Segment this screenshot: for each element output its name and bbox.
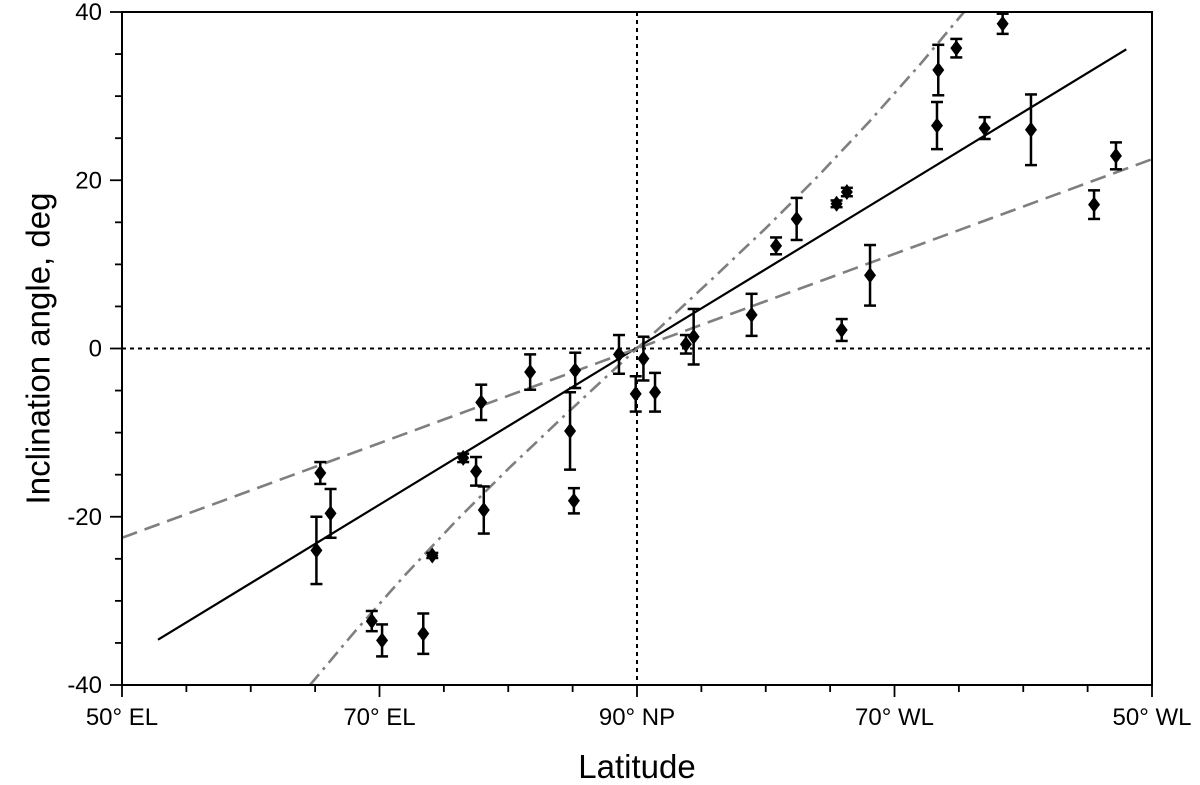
diamond-marker xyxy=(569,362,582,379)
data-point xyxy=(310,515,323,586)
x-tick-label: 70° EL xyxy=(343,704,415,731)
data-point xyxy=(790,196,803,242)
data-point xyxy=(470,455,483,487)
diamond-marker xyxy=(864,267,877,284)
diamond-marker xyxy=(324,505,337,522)
x-tick-label: 70° WL xyxy=(855,704,934,731)
data-point xyxy=(978,115,991,141)
data-point xyxy=(477,485,490,535)
data-point xyxy=(376,623,389,658)
data-point xyxy=(569,351,582,390)
y-axis-title: Inclination angle, deg xyxy=(20,193,57,505)
data-point xyxy=(629,375,642,413)
data-point xyxy=(864,243,877,307)
diamond-marker xyxy=(835,321,848,338)
diamond-marker xyxy=(1109,147,1122,164)
diamond-marker xyxy=(1024,121,1037,138)
axis-ticks xyxy=(110,11,1153,697)
x-tick-label: 90° NP xyxy=(599,704,675,731)
data-point xyxy=(524,353,537,391)
data-point xyxy=(1088,189,1101,221)
data-point xyxy=(840,184,853,201)
diamond-marker xyxy=(950,40,963,57)
diamond-marker xyxy=(830,195,843,212)
data-point xyxy=(950,37,963,59)
dash-dot-fit-line xyxy=(309,12,965,685)
diamond-marker xyxy=(567,492,580,509)
data-point xyxy=(932,43,945,97)
data-point xyxy=(457,449,470,466)
data-point xyxy=(996,12,1009,36)
y-tick-label: 0 xyxy=(89,336,102,363)
data-point xyxy=(612,333,625,375)
diamond-marker xyxy=(564,422,577,439)
data-point xyxy=(426,547,439,564)
diamond-marker xyxy=(687,328,700,345)
data-point xyxy=(835,317,848,343)
diamond-marker xyxy=(470,463,483,480)
diamond-marker xyxy=(978,120,991,137)
diamond-marker xyxy=(629,385,642,402)
diamond-marker xyxy=(679,336,692,353)
data-point xyxy=(687,307,700,366)
data-point xyxy=(930,100,943,151)
data-points xyxy=(310,12,1122,658)
diamond-marker xyxy=(477,502,490,519)
x-tick-label: 50° WL xyxy=(1113,704,1192,731)
diamond-marker xyxy=(457,449,470,466)
data-point xyxy=(324,487,337,540)
data-point xyxy=(564,390,577,471)
diamond-marker xyxy=(649,384,662,401)
diamond-marker xyxy=(637,350,650,367)
diamond-marker xyxy=(475,394,488,411)
y-tick-label: -20 xyxy=(67,504,102,531)
x-tick-label: 50° EL xyxy=(86,704,158,731)
dashed-fit-line xyxy=(122,157,1152,540)
diamond-marker xyxy=(840,184,853,201)
diamond-marker xyxy=(417,625,430,642)
diamond-marker xyxy=(745,306,758,323)
diamond-marker xyxy=(996,15,1009,32)
tick-labels: 50° EL 70° EL 90° NP 70° WL 50° WL -40 -20 0 20 4… xyxy=(67,0,1191,731)
data-point xyxy=(1024,93,1037,167)
x-axis-title: Latitude xyxy=(578,748,695,785)
diamond-marker xyxy=(790,210,803,227)
data-point xyxy=(417,612,430,656)
data-point xyxy=(1109,141,1122,171)
diamond-marker xyxy=(426,547,439,564)
diamond-marker xyxy=(932,62,945,79)
data-point xyxy=(475,383,488,422)
data-point xyxy=(830,195,843,212)
diamond-marker xyxy=(524,364,537,381)
data-point xyxy=(567,486,580,515)
diamond-marker xyxy=(310,542,323,559)
diamond-marker xyxy=(770,237,783,254)
data-point xyxy=(649,371,662,413)
y-tick-label: 40 xyxy=(75,0,102,26)
y-tick-label: 20 xyxy=(75,167,102,194)
data-point xyxy=(314,460,327,486)
fit-lines xyxy=(122,12,1152,685)
y-tick-label: -40 xyxy=(67,672,102,699)
diamond-marker xyxy=(314,465,327,482)
diamond-marker xyxy=(930,117,943,134)
diamond-marker xyxy=(612,346,625,363)
diamond-marker xyxy=(365,613,378,630)
data-point xyxy=(770,236,783,256)
data-point xyxy=(745,292,758,338)
diamond-marker xyxy=(376,632,389,649)
diamond-marker xyxy=(1088,196,1101,213)
data-point xyxy=(365,609,378,633)
data-point xyxy=(637,335,650,382)
